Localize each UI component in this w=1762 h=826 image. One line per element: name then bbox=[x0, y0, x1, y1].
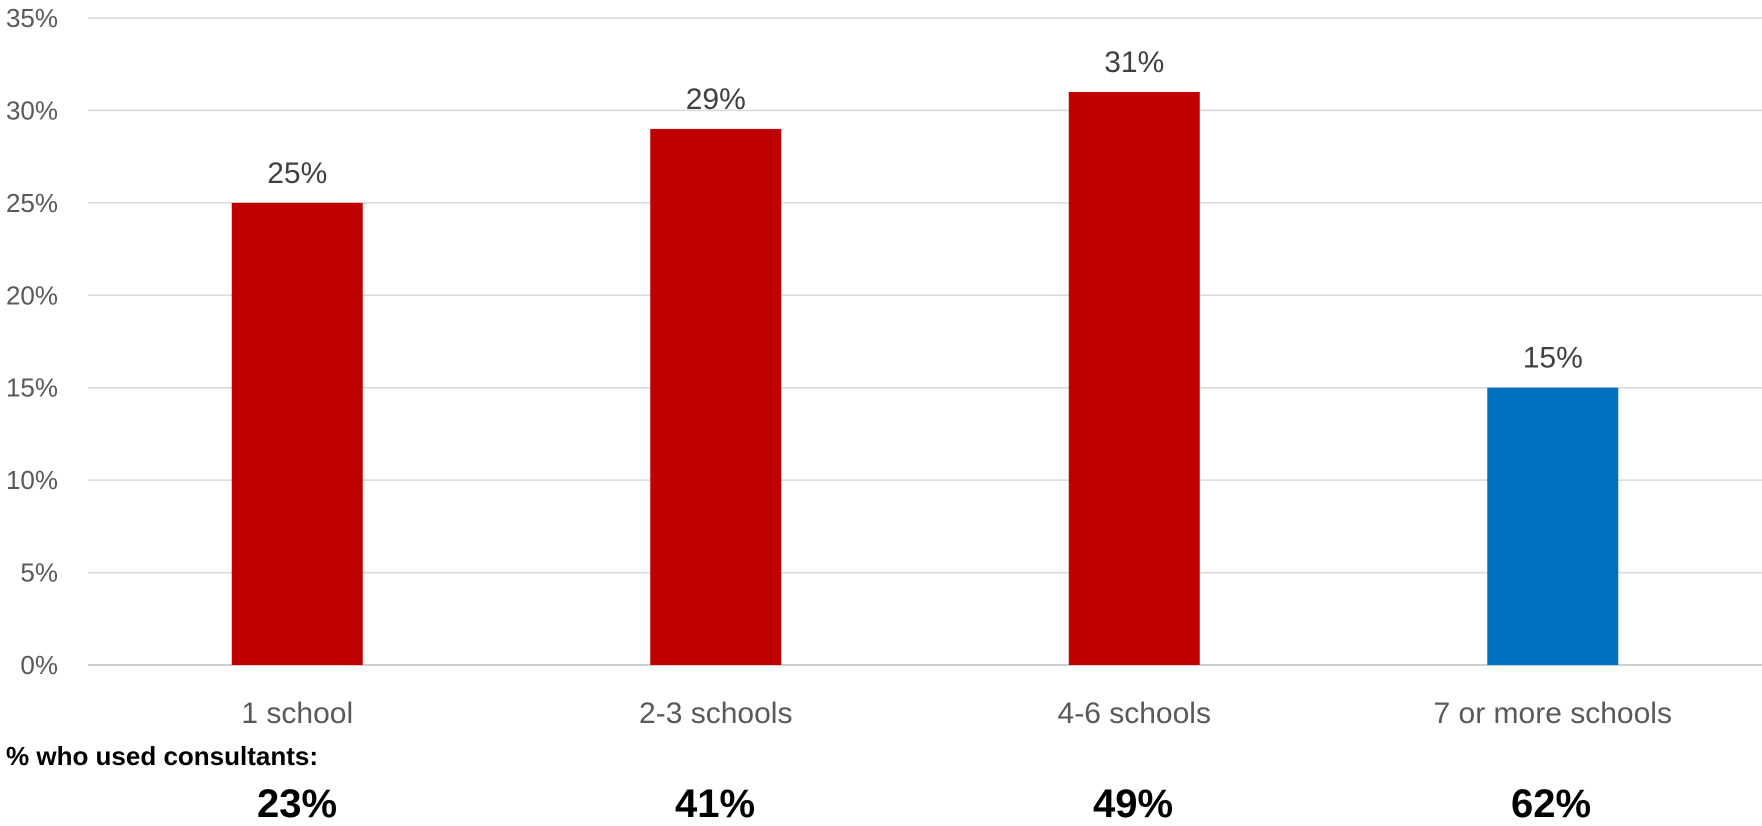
bar bbox=[1068, 91, 1200, 665]
y-tick-label: 35% bbox=[6, 3, 58, 33]
y-tick-label: 5% bbox=[20, 558, 58, 588]
consultants-value-3: 49% bbox=[1092, 782, 1174, 826]
y-tick-label: 25% bbox=[6, 188, 58, 218]
consultants-caption: % who used consultants: bbox=[6, 741, 319, 771]
y-tick-label: 0% bbox=[20, 650, 58, 680]
y-tick-label: 10% bbox=[6, 465, 58, 495]
data-label: 29% bbox=[686, 83, 746, 116]
bar bbox=[650, 128, 782, 665]
category-label: 2-3 schools bbox=[639, 697, 792, 730]
category-label: 4-6 schools bbox=[1058, 697, 1211, 730]
bar bbox=[231, 202, 363, 665]
data-label: 15% bbox=[1523, 342, 1583, 375]
data-label: 31% bbox=[1104, 46, 1164, 79]
category-label: 7 or more schools bbox=[1434, 697, 1672, 730]
data-label: 25% bbox=[267, 157, 327, 190]
bar bbox=[1487, 387, 1619, 665]
category-label: 1 school bbox=[241, 697, 353, 730]
y-tick-label: 30% bbox=[6, 95, 58, 125]
consultants-value-2: 41% bbox=[674, 782, 756, 826]
y-tick-label: 20% bbox=[6, 280, 58, 310]
y-tick-label: 15% bbox=[6, 373, 58, 403]
consultants-value-1: 23% bbox=[256, 782, 338, 826]
consultants-value-4: 62% bbox=[1510, 782, 1592, 826]
